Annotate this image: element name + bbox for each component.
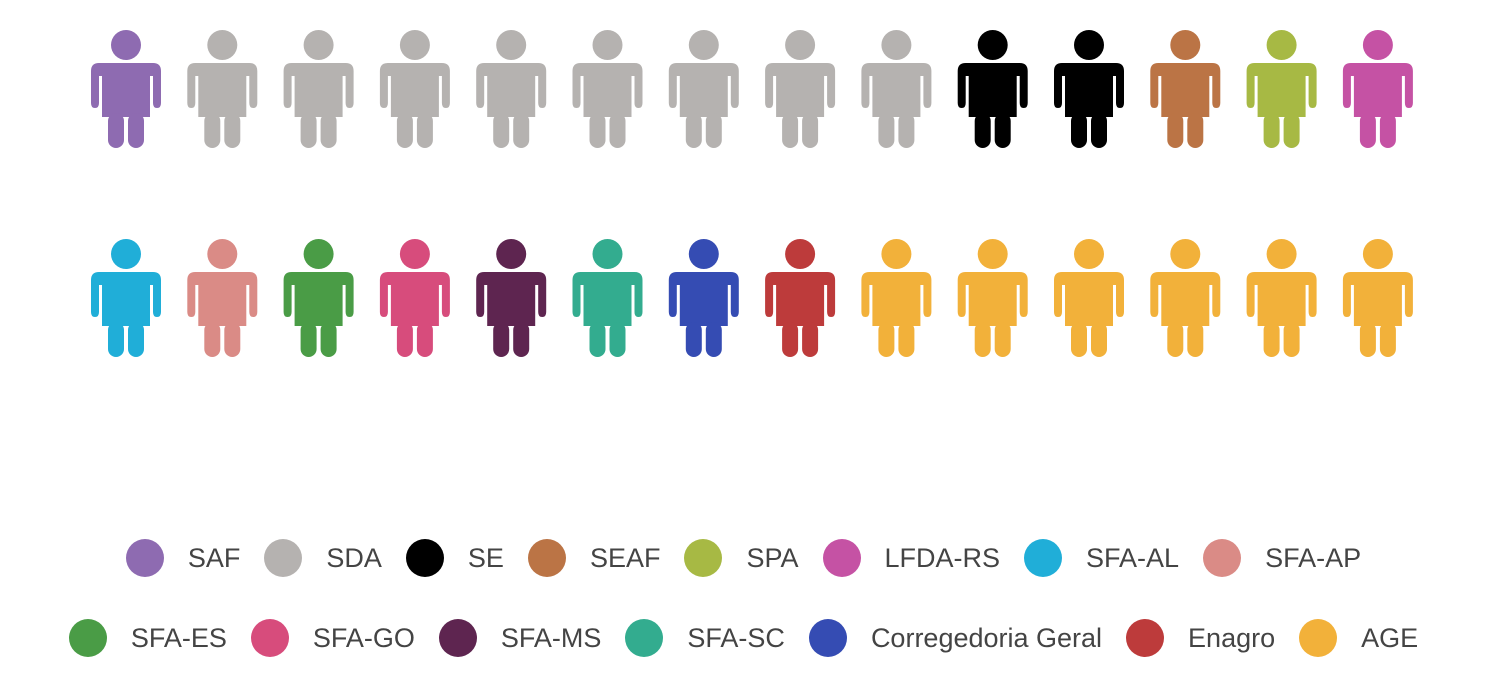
legend-label: LFDA-RS: [884, 542, 1001, 573]
legend-label: SFA-ES: [130, 622, 227, 653]
legend-label: SEAF: [589, 542, 661, 573]
legend-swatch: [250, 619, 289, 657]
legend-label: SFA-GO: [312, 622, 415, 653]
legend-item-sfa-sc[interactable]: SFA-SC: [625, 619, 785, 657]
legend-item-saf[interactable]: SAF: [125, 539, 241, 577]
legend-swatch: [405, 539, 444, 577]
legend-swatch: [1126, 619, 1165, 657]
person-icon-sda: [476, 30, 547, 148]
person-icon-age: [861, 239, 932, 357]
legend-label: SFA-MS: [500, 622, 602, 653]
legend-label: SAF: [187, 542, 241, 573]
legend-item-age[interactable]: AGE: [1299, 619, 1418, 657]
legend-item-sfa-ap[interactable]: SFA-AP: [1203, 539, 1361, 577]
person-icon-seaf: [1150, 30, 1221, 148]
legend-item-enagro[interactable]: Enagro: [1126, 619, 1275, 657]
legend-label: SPA: [746, 542, 799, 573]
person-icon-sda: [572, 30, 643, 148]
person-icon-se: [1054, 30, 1124, 148]
person-icon-age: [1150, 239, 1221, 357]
legend-label: Corregedoria Geral: [870, 622, 1103, 653]
legend-swatch: [438, 619, 477, 657]
legend-swatch: [808, 619, 847, 657]
person-icon-corregedoria-geral: [668, 239, 739, 357]
legend-row-2: SFA-ES SFA-GO SFA-MS SFA-SC Corregedoria Ger…: [0, 614, 1487, 662]
legend-label: SDA: [326, 542, 382, 573]
legend-swatch: [1299, 619, 1338, 657]
legend-item-sfa-es[interactable]: SFA-ES: [68, 619, 227, 657]
person-icon-sfa-sc: [572, 239, 643, 357]
person-icon-enagro: [765, 239, 836, 357]
person-icon-sfa-go: [379, 239, 450, 357]
legend-item-se[interactable]: SE: [405, 539, 504, 577]
person-icon-sda: [187, 30, 258, 148]
legend-swatch: [125, 539, 164, 577]
legend-swatch: [822, 539, 861, 577]
person-icon-sda: [861, 30, 932, 148]
legend-item-spa[interactable]: SPA: [684, 539, 799, 577]
legend-label: SFA-AP: [1265, 542, 1362, 573]
person-icon-sfa-ap: [187, 239, 258, 357]
legend-label: Enagro: [1188, 622, 1276, 653]
legend-swatch: [68, 619, 107, 657]
legend-swatch: [1024, 539, 1063, 577]
legend-label: SFA-SC: [687, 622, 785, 653]
legend-label: SE: [467, 542, 504, 573]
person-icon-se: [957, 30, 1028, 148]
person-icon-age: [1246, 239, 1317, 357]
legend-item-sfa-go[interactable]: SFA-GO: [250, 619, 415, 657]
person-icon-age: [1054, 239, 1124, 357]
person-icon-spa: [1246, 30, 1317, 148]
person-icon-sda: [283, 30, 354, 148]
legend-item-sda[interactable]: SDA: [264, 539, 382, 577]
legend-item-seaf[interactable]: SEAF: [527, 539, 661, 577]
legend-item-lfda-rs[interactable]: LFDA-RS: [822, 539, 1001, 577]
pictogram-area: [91, 30, 1413, 357]
person-icon-age: [957, 239, 1028, 357]
legend-swatch: [264, 539, 303, 577]
legend-label: AGE: [1361, 622, 1419, 653]
person-icon-sfa-ms: [476, 239, 547, 357]
person-icon-sfa-es: [283, 239, 354, 357]
person-icon-sda: [765, 30, 836, 148]
legend-item-sfa-ms[interactable]: SFA-MS: [438, 619, 602, 657]
legend-swatch: [1203, 539, 1242, 577]
person-icon-sda: [668, 30, 739, 148]
legend-row-1: SAF SDA SE SEAF SPA LFDA-RS SFA-AL SFA-AP: [0, 534, 1487, 582]
legend-swatch: [625, 619, 664, 657]
legend-item-sfa-al[interactable]: SFA-AL: [1024, 539, 1179, 577]
person-icon-sda: [379, 30, 450, 148]
legend-swatch: [684, 539, 723, 577]
person-icon-sfa-al: [91, 239, 161, 357]
legend-label: SFA-AL: [1086, 542, 1180, 573]
legend-item-corregedoria-geral[interactable]: Corregedoria Geral: [808, 619, 1103, 657]
person-icon-saf: [91, 30, 161, 148]
person-icon-lfda-rs: [1342, 30, 1413, 148]
legend-swatch: [527, 539, 566, 577]
person-icon-age: [1342, 239, 1413, 357]
